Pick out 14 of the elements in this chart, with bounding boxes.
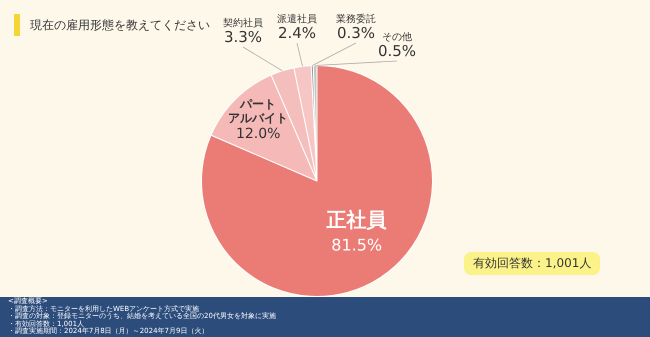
data-label: 81.5% — [331, 235, 382, 254]
slice-label: 正社員 — [326, 207, 388, 232]
slice-label: パートアルバイト — [228, 97, 288, 126]
slice-label: 派遣社員 — [277, 13, 317, 25]
data-label: 0.3% — [336, 24, 376, 42]
data-label: 12.0% — [236, 126, 280, 142]
slice-label: 業務委託 — [336, 13, 376, 25]
data-label: 0.5% — [378, 42, 416, 60]
data-label: 3.3% — [224, 28, 262, 46]
slice-label: 契約社員 — [223, 17, 263, 29]
slice-label: その他 — [382, 31, 412, 43]
data-label: 2.4% — [278, 24, 316, 42]
chart-title: 現在の雇用形態を教えてください — [14, 14, 210, 36]
text: 有効回答数：1,001人 — [464, 252, 600, 275]
